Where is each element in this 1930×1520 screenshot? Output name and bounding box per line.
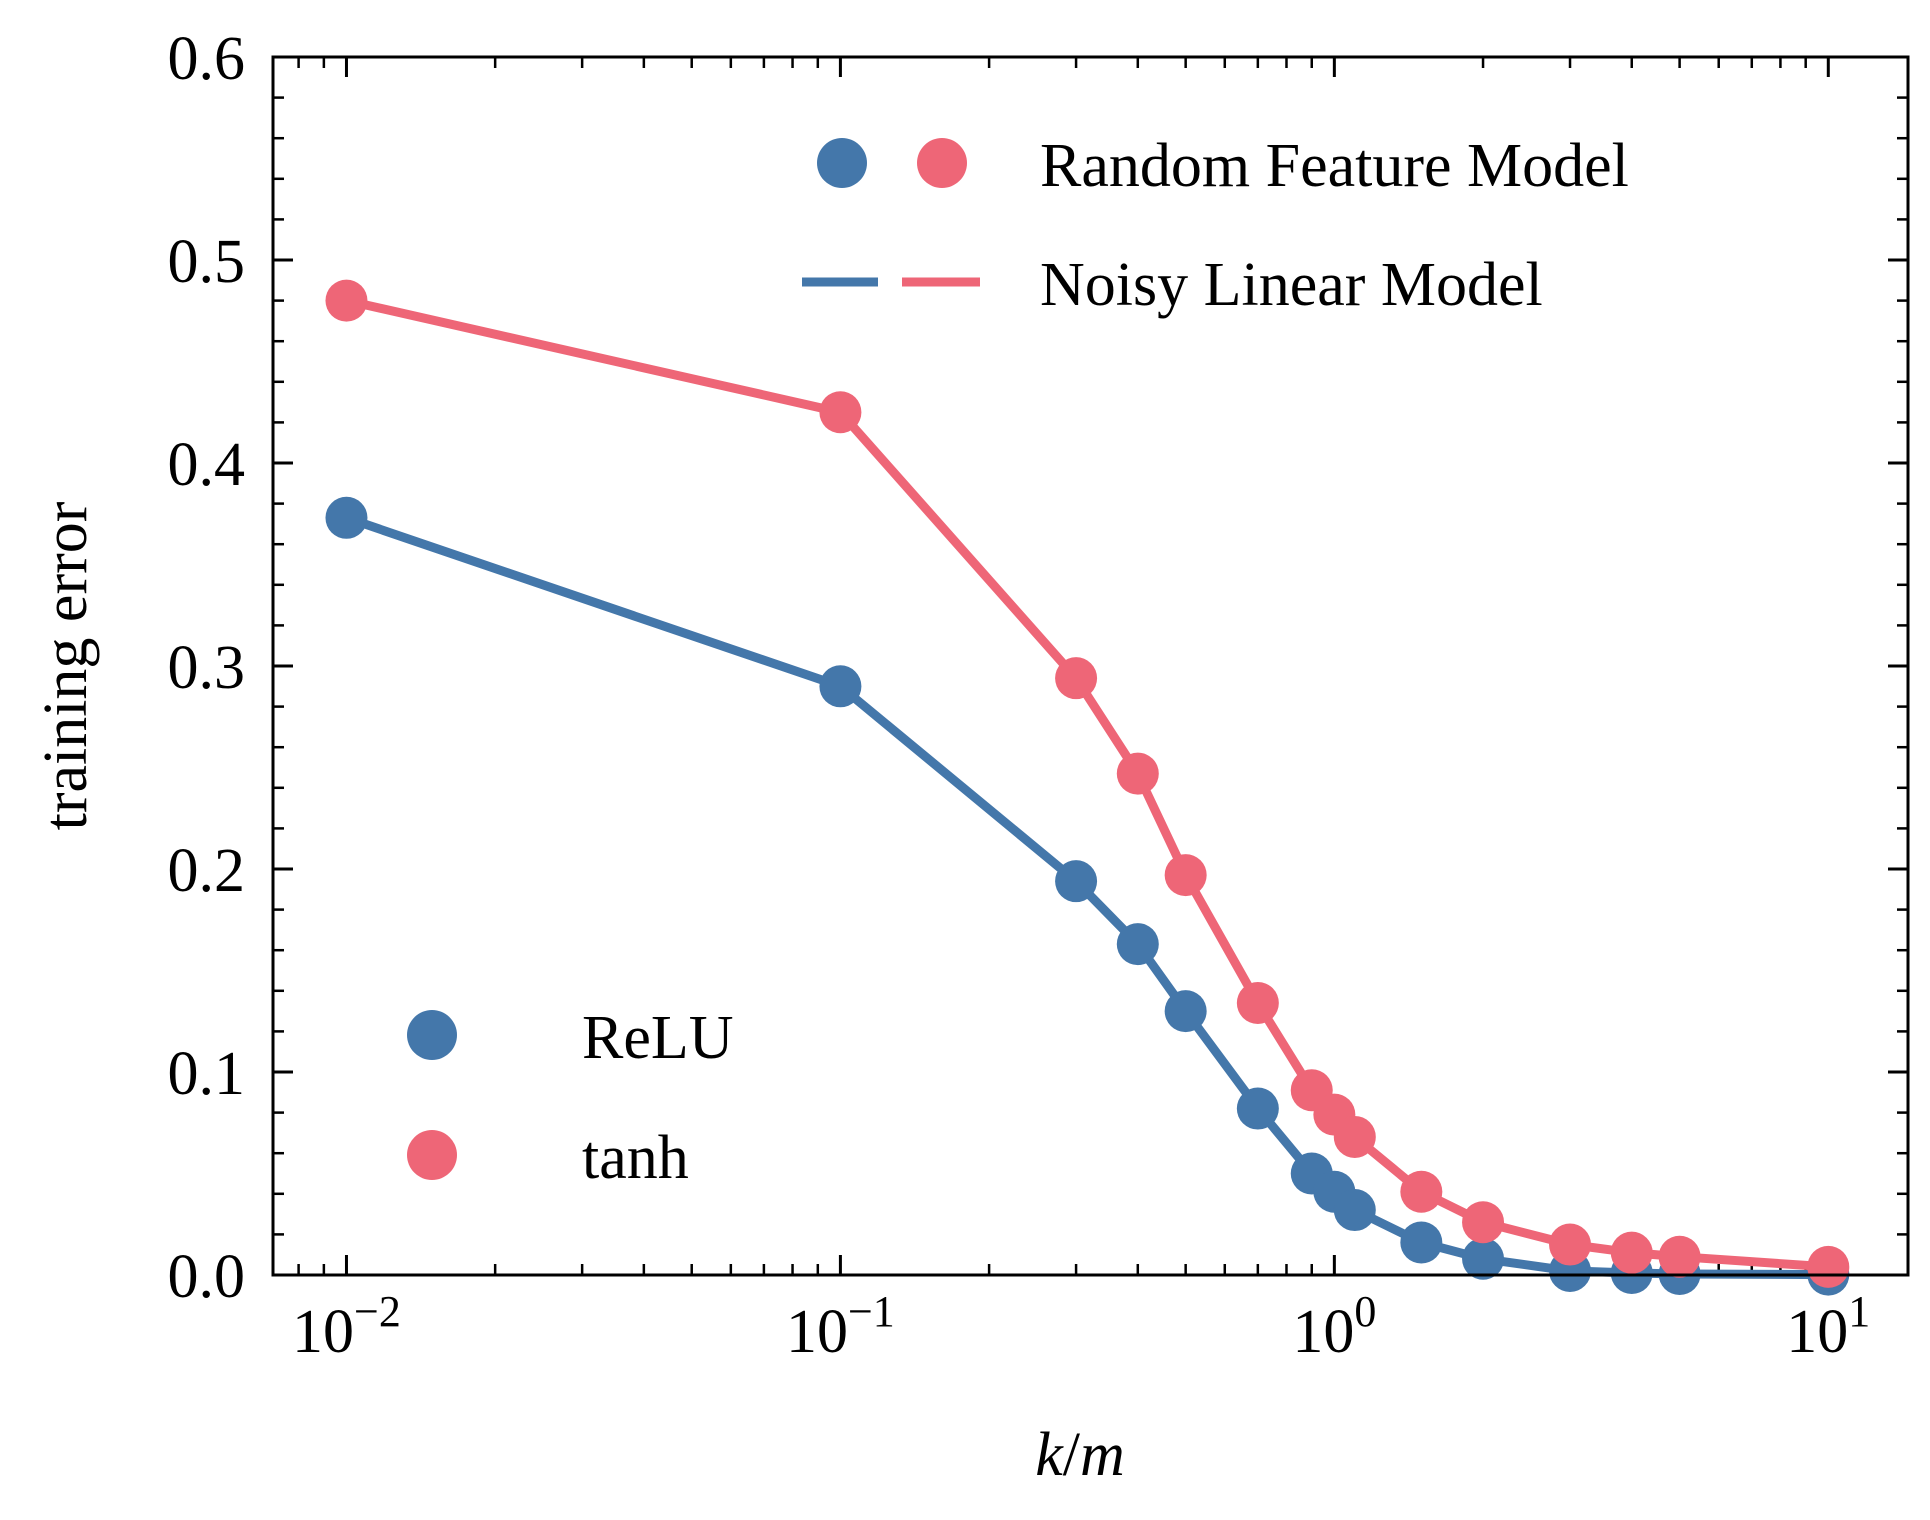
tanh-point (1658, 1235, 1701, 1278)
relu-point (1333, 1189, 1376, 1232)
legend-random-feature-label: Random Feature Model (1040, 132, 1629, 200)
relu-point (325, 496, 368, 539)
x-tick-label-base: 10 (786, 1298, 848, 1366)
tanh-point (1400, 1170, 1443, 1213)
tick-labels: 0.00.10.20.30.40.50.610−2 10−1 100 101 (168, 25, 1871, 1366)
tanh-line (342, 296, 1833, 1272)
tanh-point (1236, 981, 1279, 1024)
y-tick-label: 0.6 (168, 25, 246, 93)
tanh-point (1333, 1115, 1376, 1158)
series-lines (342, 296, 1833, 1280)
legend-activation: ReLU tanh (407, 1004, 734, 1192)
legend-noisy-linear-label: Noisy Linear Model (1040, 251, 1543, 319)
legend-relu-marker (407, 1010, 457, 1060)
y-axis-label: training error (32, 501, 100, 830)
x-axis-label: k/m (1035, 1421, 1125, 1489)
x-tick-label-exponent: −2 (354, 1287, 401, 1336)
tanh-point (819, 391, 862, 434)
relu-point (1236, 1087, 1279, 1130)
x-tick-label-exponent: 1 (1848, 1287, 1870, 1336)
x-tick-label: 10−2 (292, 1287, 401, 1366)
tanh-point (1116, 752, 1159, 795)
legend-random-feature-marker-blue (817, 138, 867, 188)
y-tick-label: 0.4 (168, 431, 246, 499)
relu-point (1055, 860, 1098, 903)
x-axis-label-m: m (1080, 1421, 1125, 1489)
x-tick-label-base: 10 (292, 1298, 354, 1366)
legend-tanh-marker (407, 1130, 457, 1180)
x-tick-label: 100 (1292, 1287, 1376, 1366)
legend-random-feature-marker-red (917, 138, 967, 188)
y-tick-label: 0.5 (168, 228, 246, 296)
relu-point (819, 665, 862, 708)
x-axis-label-k: k (1035, 1421, 1064, 1489)
tanh-point (1807, 1245, 1850, 1288)
x-tick-label-exponent: −1 (848, 1287, 895, 1336)
relu-point (1164, 990, 1207, 1033)
legend-relu-label: ReLU (582, 1004, 734, 1072)
tanh-point (1462, 1201, 1505, 1244)
x-tick-label: 101 (1786, 1287, 1870, 1366)
tanh-point (325, 279, 368, 322)
relu-point (1400, 1221, 1443, 1264)
tanh-point (1549, 1223, 1592, 1266)
tanh-point (1610, 1231, 1653, 1274)
y-tick-label: 0.1 (168, 1040, 246, 1108)
legend-model-type: Random Feature Model Noisy Linear Model (802, 132, 1629, 319)
relu-point (1116, 923, 1159, 966)
relu-point (1462, 1237, 1505, 1280)
y-tick-label: 0.3 (168, 634, 246, 702)
legend-tanh-label: tanh (582, 1124, 689, 1192)
x-axis-label-slash: / (1063, 1421, 1081, 1489)
x-tick-label-exponent: 0 (1354, 1287, 1376, 1336)
x-tick-label-base: 10 (1292, 1298, 1354, 1366)
tanh-point (1164, 854, 1207, 897)
y-tick-label: 0.2 (168, 837, 246, 905)
series-points (325, 279, 1850, 1296)
y-tick-label: 0.0 (168, 1243, 246, 1311)
plot-frame (271, 55, 1910, 1277)
tanh-point (1055, 657, 1098, 700)
x-tick-label-base: 10 (1786, 1298, 1848, 1366)
x-tick-label: 10−1 (786, 1287, 895, 1366)
